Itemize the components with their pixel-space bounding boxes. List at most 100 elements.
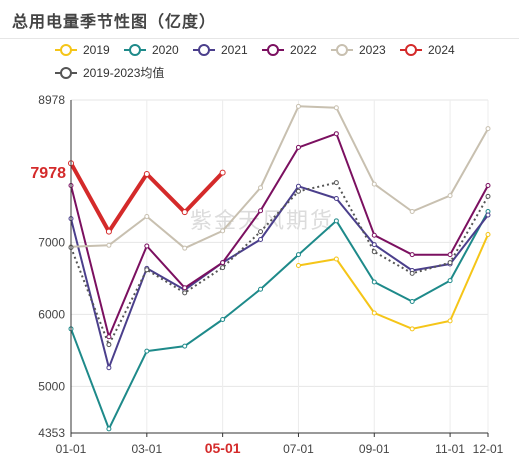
series-2021 xyxy=(68,183,491,371)
x-tick-label: 12-01 xyxy=(473,442,504,456)
data-point xyxy=(106,426,112,432)
data-point xyxy=(447,193,453,199)
data-point xyxy=(143,171,150,178)
data-point xyxy=(219,169,226,176)
chart-title: 总用电量季节性图（亿度） xyxy=(12,12,217,31)
legend-swatch-marker xyxy=(129,44,141,56)
data-point xyxy=(144,213,150,219)
series-line xyxy=(70,132,489,338)
data-point xyxy=(144,267,150,273)
series-2019-2023均值 xyxy=(68,180,491,348)
x-tick-label: 07-01 xyxy=(283,442,314,456)
data-point xyxy=(144,348,150,354)
series-2023 xyxy=(68,103,491,251)
legend-swatch-marker xyxy=(60,44,72,56)
legend-swatch-marker xyxy=(198,44,210,56)
highlight-value-label: 7978 xyxy=(30,165,66,182)
data-point xyxy=(295,262,301,268)
data-point xyxy=(447,252,453,258)
data-point xyxy=(333,105,339,111)
data-point xyxy=(258,237,264,243)
x-tick-label: 01-01 xyxy=(56,442,87,456)
data-point xyxy=(333,180,339,186)
data-point xyxy=(220,260,226,266)
data-point xyxy=(409,208,415,214)
legend-swatch-marker xyxy=(267,44,279,56)
data-point xyxy=(105,228,112,235)
y-tick-label: 7000 xyxy=(38,235,65,249)
y-tick-label: 4353 xyxy=(38,426,65,440)
series-2022 xyxy=(68,131,491,340)
data-point xyxy=(258,286,264,292)
data-point xyxy=(485,231,491,237)
data-point xyxy=(258,208,264,214)
series-line xyxy=(298,234,489,330)
title-divider xyxy=(0,38,519,39)
y-tick-label: 6000 xyxy=(38,307,65,321)
series-line xyxy=(70,185,489,369)
data-point xyxy=(409,252,415,258)
data-point xyxy=(333,195,339,201)
data-point xyxy=(333,218,339,224)
data-point xyxy=(258,185,264,191)
data-point xyxy=(106,242,112,248)
legend-item-2019: 2019 xyxy=(55,43,110,57)
data-point xyxy=(371,242,377,248)
data-point xyxy=(182,343,188,349)
series-line xyxy=(70,211,489,430)
series-2020 xyxy=(68,208,491,432)
y-tick-label: 8978 xyxy=(38,93,65,107)
data-point xyxy=(485,212,491,218)
legend-item-2024: 2024 xyxy=(400,43,455,57)
legend-item-2023: 2023 xyxy=(331,43,386,57)
legend-label: 2021 xyxy=(221,43,248,57)
legend-item-2020: 2020 xyxy=(124,43,179,57)
legend-label: 2022 xyxy=(290,43,317,57)
data-point xyxy=(447,278,453,284)
data-point xyxy=(295,103,301,109)
data-point xyxy=(485,126,491,132)
data-point xyxy=(220,265,226,271)
data-point xyxy=(371,249,377,255)
data-point xyxy=(295,252,301,258)
data-point xyxy=(220,316,226,322)
data-point xyxy=(181,209,188,216)
data-point xyxy=(371,232,377,238)
series-2024 xyxy=(68,160,226,235)
legend-item-2019-2023均值: 2019-2023均值 xyxy=(55,65,164,80)
data-point xyxy=(371,181,377,187)
data-point xyxy=(182,290,188,296)
data-point xyxy=(220,228,226,234)
legend-label: 2020 xyxy=(152,43,179,57)
data-point xyxy=(295,183,301,189)
series-2019 xyxy=(295,231,491,332)
data-point xyxy=(485,183,491,189)
legend-label: 2019 xyxy=(83,43,110,57)
data-point xyxy=(182,245,188,251)
y-tick-label: 5000 xyxy=(38,379,65,393)
data-point xyxy=(409,298,415,304)
data-point xyxy=(333,256,339,262)
data-point xyxy=(295,188,301,194)
data-point xyxy=(106,365,112,371)
data-point xyxy=(371,310,377,316)
series-line xyxy=(70,105,489,250)
data-point xyxy=(258,229,264,235)
data-point xyxy=(485,193,491,199)
legend-item-2021: 2021 xyxy=(193,43,248,57)
legend-item-2022: 2022 xyxy=(262,43,317,57)
data-point xyxy=(333,131,339,137)
data-point xyxy=(409,270,415,276)
legend-label: 2019-2023均值 xyxy=(83,65,164,80)
data-point xyxy=(409,326,415,332)
data-point xyxy=(447,260,453,266)
x-tick-label: 03-01 xyxy=(131,442,162,456)
data-point xyxy=(106,334,112,340)
data-point xyxy=(106,342,112,348)
legend-swatch-marker xyxy=(60,67,72,79)
legend-swatch-marker xyxy=(405,44,417,56)
x-tick-label: 11-01 xyxy=(435,442,465,456)
legend-label: 2023 xyxy=(359,43,386,57)
data-point xyxy=(182,285,188,291)
